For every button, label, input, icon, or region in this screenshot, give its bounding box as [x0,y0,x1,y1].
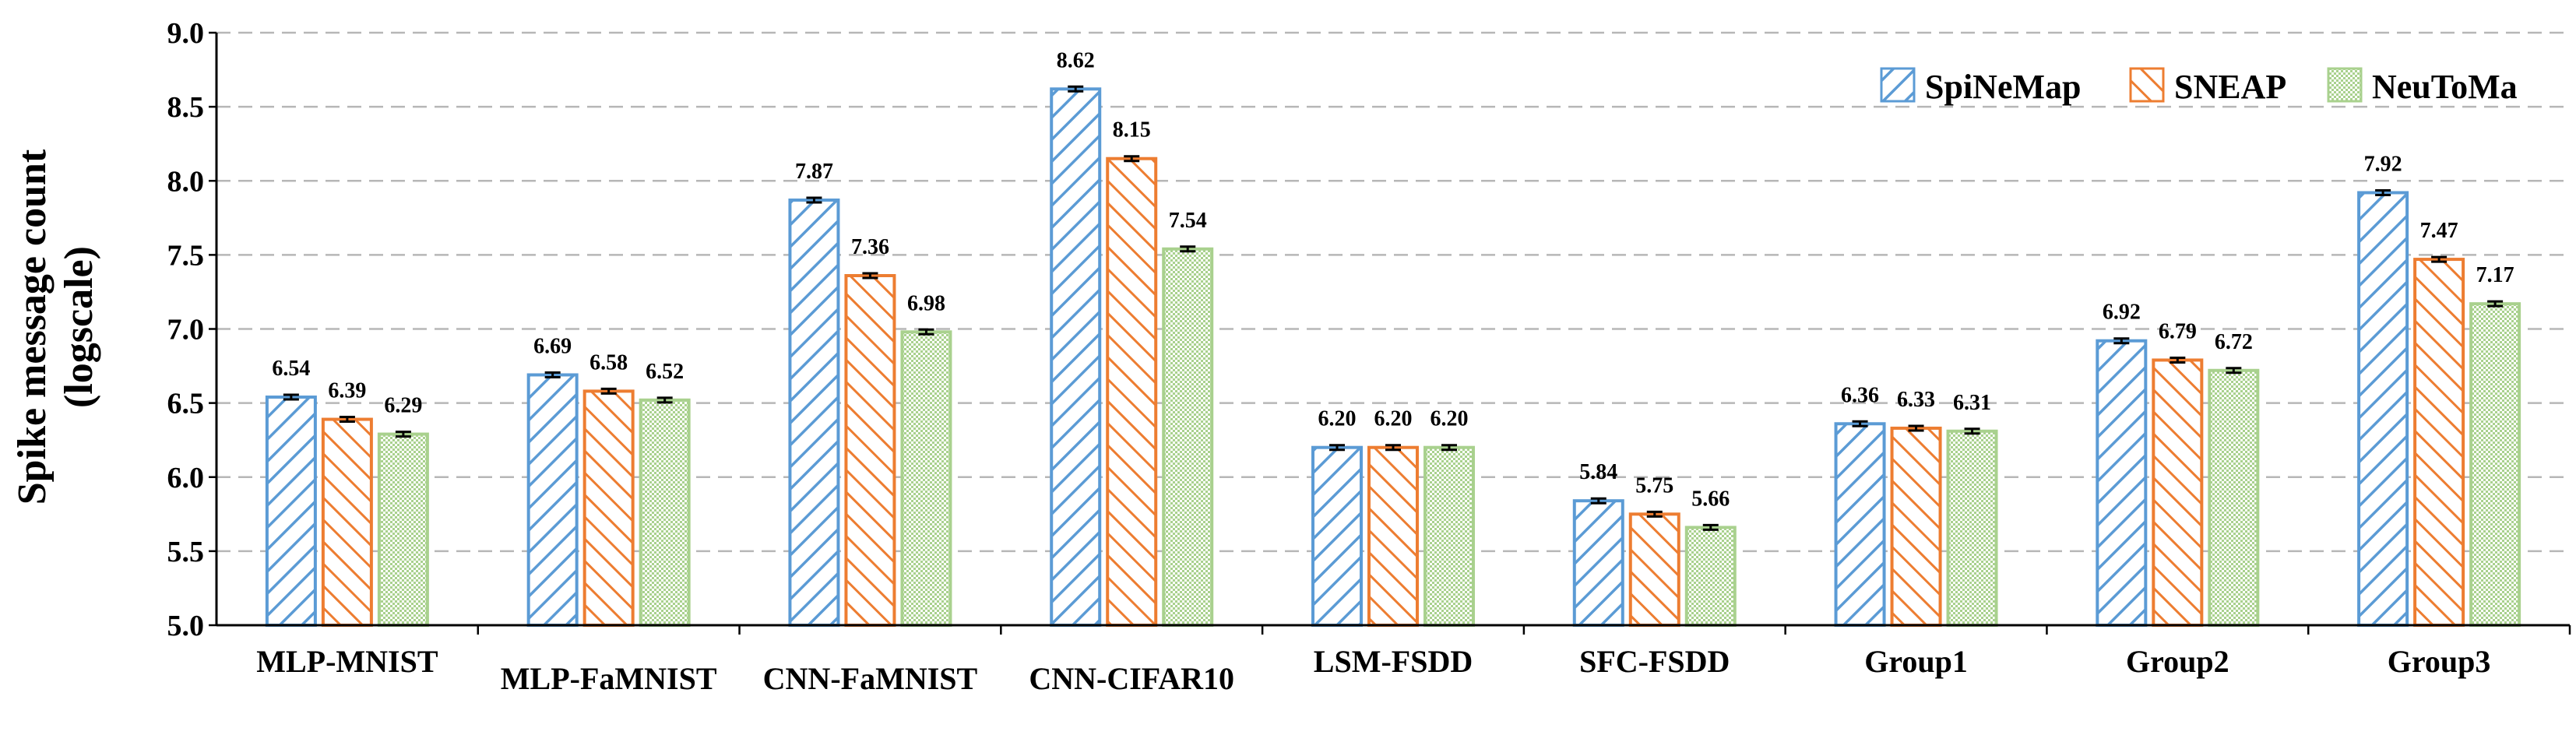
bar-neutoma-lsm-fsdd [1423,445,1475,628]
data-label: 6.69 [533,334,572,358]
data-label: 6.29 [384,394,422,418]
bar-sneap-lsm-fsdd [1367,445,1419,628]
y-tick-label: 6.0 [167,462,205,494]
bar-sneap-group3 [2413,258,2465,627]
legend: SpiNeMap SNEAP NeuToMa [1880,67,2518,106]
bar-neutoma-sfc-fsdd [1684,526,1737,627]
x-category-label: Group2 [2126,644,2229,679]
y-tick-label: 9.0 [167,17,205,50]
data-label: 8.62 [1057,48,1095,72]
data-label: 6.31 [1953,391,1991,415]
y-tick-label: 7.0 [167,314,205,346]
data-label: 6.58 [589,350,628,375]
data-label: 6.33 [1897,388,1935,412]
data-label: 7.17 [2476,263,2514,287]
bar-neutoma-group2 [2208,368,2260,627]
bar-sneap-cnn-famnist [844,274,896,627]
bar-neutoma-group3 [2469,302,2521,627]
data-label: 6.72 [2215,330,2253,354]
bar-neutoma-mlp-mnist [377,432,429,628]
bar-neutoma-mlp-famnist [639,398,691,627]
data-label: 5.66 [1691,487,1730,511]
bar-spinemap-group1 [1834,422,1886,627]
legend-label-sneap: SNEAP [2174,68,2286,106]
data-label: 8.15 [1113,118,1151,142]
x-category-label: SFC-FSDD [1579,644,1730,679]
data-label: 5.84 [1579,460,1617,484]
data-label: 7.87 [795,160,833,184]
y-axis-title-line1: Spike message count [10,149,55,505]
data-label: 6.36 [1841,383,1879,407]
bar-sneap-cnn-cifar10 [1106,156,1158,627]
legend-swatch-sneap [2129,67,2165,103]
data-label: 6.20 [1431,407,1469,431]
legend-label-spinemap: SpiNeMap [1925,68,2081,106]
data-label: 7.47 [2420,219,2458,243]
bar-spinemap-mlp-mnist [265,396,317,627]
y-axis-title-line2: (logscale) [57,246,101,408]
bar-neutoma-cnn-famnist [900,330,952,627]
x-category-label: CNN-CIFAR10 [1029,661,1234,696]
data-label: 6.52 [646,360,684,384]
data-label: 6.98 [907,291,945,315]
legend-swatch-spinemap [1880,67,1916,103]
data-label: 5.75 [1635,473,1673,498]
x-category-label: MLP-FaMNIST [501,661,717,696]
axes: 5.0 5.5 6.0 6.5 7.0 7.5 8.0 8.5 9.0 MLP-MNIST MLP-… [167,17,2571,696]
bar-spinemap-group3 [2357,191,2409,628]
data-label: 7.92 [2364,152,2402,176]
y-tick-label: 5.5 [167,536,205,568]
bar-spinemap-cnn-cifar10 [1050,87,1102,628]
data-label: 6.20 [1318,407,1357,431]
bars: 6.54 6.39 6.29 6.69 6.58 6.52 7.87 7.36 6.98 8.62… [265,48,2521,628]
x-category-label: Group3 [2388,644,2491,679]
bar-spinemap-lsm-fsdd [1311,445,1363,628]
y-tick-label: 8.0 [167,165,205,198]
bar-sneap-group1 [1890,426,1942,628]
x-category-label: CNN-FaMNIST [763,661,978,696]
data-label: 6.79 [2159,319,2197,343]
legend-swatch-neutoma [2327,67,2363,103]
data-label: 6.54 [272,357,310,381]
x-category-label: Group1 [1864,644,1968,679]
data-label: 6.39 [328,379,366,403]
y-tick-label: 6.5 [167,388,205,420]
bar-sneap-mlp-famnist [582,389,635,627]
y-tick-label: 8.5 [167,91,205,124]
bar-spinemap-mlp-famnist [526,373,579,627]
data-label: 7.36 [851,235,889,259]
bar-sneap-mlp-mnist [321,417,373,627]
x-category-label: LSM-FSDD [1314,644,1473,679]
y-tick-label: 7.5 [167,239,205,272]
y-axis-title: Spike message count (logscale) [10,149,101,505]
data-label: 6.92 [2103,301,2141,325]
bar-neutoma-group1 [1946,429,1998,628]
bar-neutoma-cnn-cifar10 [1162,247,1214,627]
bar-spinemap-sfc-fsdd [1572,499,1624,627]
data-label: 7.54 [1169,209,1207,233]
bar-spinemap-cnn-famnist [788,198,840,628]
x-category-label: MLP-MNIST [256,644,438,679]
bar-sneap-sfc-fsdd [1628,512,1680,627]
bar-spinemap-group2 [2096,339,2148,627]
legend-label-neutoma: NeuToMa [2372,68,2518,106]
y-tick-label: 5.0 [167,610,205,642]
data-label: 6.20 [1374,407,1413,431]
bar-sneap-group2 [2152,358,2204,627]
